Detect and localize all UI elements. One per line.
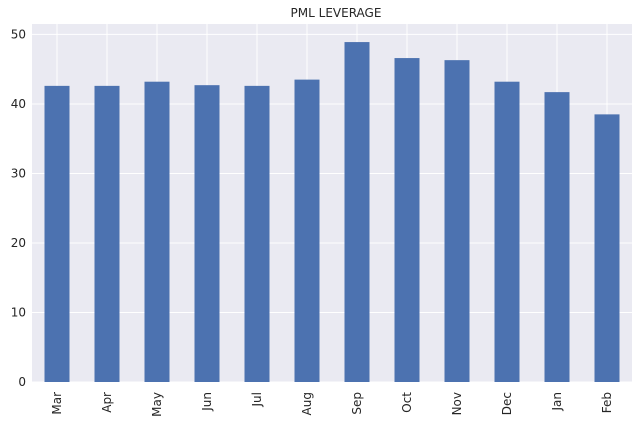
bar-aug [294,79,320,383]
chart-title: PML LEVERAGE [291,6,382,20]
bars [44,42,620,383]
bar-may [144,81,170,383]
bar-jun [194,85,220,382]
x-tick-label-dec: Dec [500,392,514,415]
bar-apr [94,85,120,383]
x-tick-label-jun: Jun [200,392,214,412]
x-tick-label-may: May [150,392,164,417]
bar-nov [444,60,470,382]
bar-sep [344,42,370,382]
x-tick-label-nov: Nov [450,392,464,415]
bar-jan [544,92,570,383]
bar-oct [394,58,420,383]
bar-mar [44,85,70,383]
y-tick-label: 10 [11,305,26,319]
y-tick-label: 0 [18,375,26,389]
x-tick-label-sep: Sep [350,392,364,415]
x-tick-label-oct: Oct [400,392,414,413]
x-tick-label-mar: Mar [50,392,64,415]
y-tick-label: 20 [11,236,26,250]
bar-feb [594,114,620,383]
x-axis-ticks: Mar Apr May Jun Jul Aug Sep Oct Nov Dec Jan Feb [50,392,614,417]
bar-dec [494,81,520,383]
x-tick-label-aug: Aug [300,392,314,415]
y-axis-ticks: 0 10 20 30 40 50 [11,27,26,389]
y-tick-label: 30 [11,166,26,180]
x-tick-label-apr: Apr [100,392,114,413]
y-tick-label: 40 [11,97,26,111]
x-tick-label-jul: Jul [250,392,264,407]
x-tick-label-feb: Feb [600,392,614,413]
plot-area [32,24,632,382]
y-tick-label: 50 [11,27,26,41]
bar-jul [244,85,270,383]
x-tick-label-jan: Jan [550,392,564,412]
